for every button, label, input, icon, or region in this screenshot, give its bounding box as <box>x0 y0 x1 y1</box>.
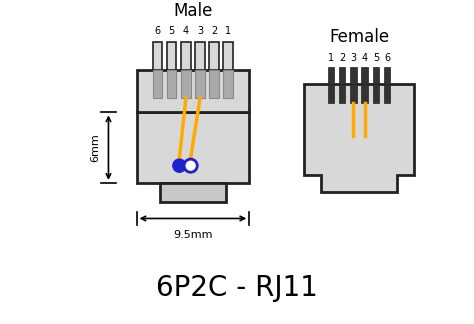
Bar <box>328 84 334 103</box>
Text: 6: 6 <box>155 27 161 36</box>
Text: 2: 2 <box>211 27 217 36</box>
Text: 3: 3 <box>350 53 356 63</box>
Bar <box>137 112 249 183</box>
Bar <box>339 67 346 84</box>
Text: 4: 4 <box>183 27 189 36</box>
Text: Female: Female <box>329 28 389 46</box>
Bar <box>223 42 233 70</box>
Text: 1: 1 <box>328 53 334 63</box>
Text: 6: 6 <box>384 53 390 63</box>
Bar <box>137 70 249 112</box>
Bar <box>328 67 334 84</box>
Text: 5: 5 <box>169 27 175 36</box>
Bar <box>160 183 226 202</box>
Text: 6mm: 6mm <box>91 133 100 162</box>
Bar <box>384 67 391 84</box>
Bar <box>384 84 391 103</box>
Bar <box>373 84 379 103</box>
Bar <box>350 84 356 103</box>
Bar <box>339 84 346 103</box>
Bar <box>195 42 205 70</box>
Bar <box>361 67 368 84</box>
Bar <box>195 70 205 98</box>
Text: 2: 2 <box>339 53 345 63</box>
Bar <box>167 70 176 98</box>
Bar <box>181 42 191 70</box>
Bar <box>361 84 368 103</box>
Polygon shape <box>304 84 414 192</box>
Circle shape <box>184 159 197 172</box>
Bar <box>153 42 163 70</box>
Bar <box>223 70 233 98</box>
Bar <box>350 67 356 84</box>
Bar <box>210 70 219 98</box>
Text: 3: 3 <box>197 27 203 36</box>
Text: 6P2C - RJ11: 6P2C - RJ11 <box>156 274 318 302</box>
Text: Male: Male <box>173 2 213 19</box>
Bar <box>181 70 191 98</box>
Circle shape <box>173 159 186 172</box>
Bar <box>153 70 163 98</box>
Bar <box>167 42 176 70</box>
Text: 4: 4 <box>362 53 368 63</box>
Bar <box>210 42 219 70</box>
Text: 1: 1 <box>225 27 231 36</box>
Text: 5: 5 <box>373 53 379 63</box>
Bar <box>373 67 379 84</box>
Text: 9.5mm: 9.5mm <box>173 230 213 240</box>
